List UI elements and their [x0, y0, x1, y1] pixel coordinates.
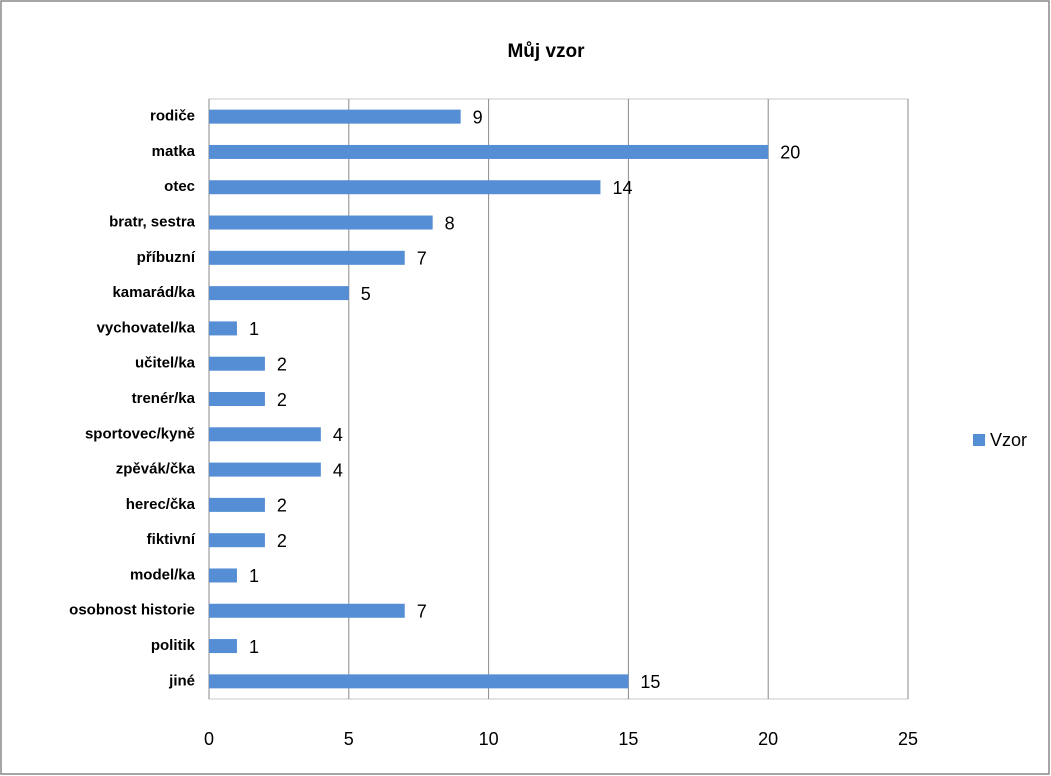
data-label: 9	[473, 107, 483, 127]
bar	[209, 250, 405, 265]
bar	[209, 639, 237, 654]
y-tick-label: sportovec/kyně	[85, 425, 195, 442]
data-label: 2	[277, 531, 287, 551]
bar	[209, 568, 237, 583]
y-tick-label: politik	[151, 637, 196, 654]
y-tick-label: vychovatel/ka	[97, 319, 196, 336]
y-tick-label: fiktivní	[147, 531, 196, 548]
y-tick-label: učitel/ka	[135, 355, 196, 372]
data-label: 2	[277, 390, 287, 410]
bar	[209, 109, 461, 124]
data-label: 20	[780, 143, 800, 163]
data-label: 2	[277, 354, 287, 374]
data-label: 2	[277, 496, 287, 516]
bar	[209, 144, 769, 159]
x-tick-label: 0	[204, 729, 214, 749]
data-label: 14	[612, 178, 632, 198]
data-label: 4	[333, 460, 343, 480]
bar	[209, 427, 321, 442]
plot-area	[208, 98, 909, 700]
y-tick-label: model/ka	[130, 566, 196, 583]
x-tick-label: 20	[758, 729, 778, 749]
chart-title: Můj vzor	[507, 41, 585, 62]
legend-label: Vzor	[990, 430, 1027, 450]
y-tick-label: osobnost historie	[69, 602, 195, 619]
x-tick-label: 15	[618, 729, 638, 749]
y-tick-label: rodiče	[150, 108, 195, 125]
y-tick-label: bratr, sestra	[109, 213, 196, 230]
y-tick-label: kamarád/ka	[112, 284, 195, 301]
x-tick-label: 10	[479, 729, 499, 749]
bar	[209, 356, 265, 371]
data-label: 15	[640, 672, 660, 692]
x-tick-label: 25	[898, 729, 918, 749]
data-label: 8	[445, 213, 455, 233]
data-label: 4	[333, 425, 343, 445]
y-tick-label: matka	[152, 143, 196, 160]
bar	[209, 603, 405, 618]
bar	[209, 321, 237, 336]
y-tick-label: zpěvák/čka	[116, 461, 196, 478]
bar	[209, 286, 349, 301]
y-tick-label: herec/čka	[126, 496, 196, 513]
y-tick-label: trenér/ka	[132, 390, 196, 407]
y-tick-label: příbuzní	[137, 249, 196, 266]
data-label: 1	[249, 566, 259, 586]
y-tick-label: jiné	[168, 672, 195, 689]
data-label: 5	[361, 284, 371, 304]
data-label: 1	[249, 637, 259, 657]
bar	[209, 215, 433, 230]
legend-swatch	[973, 434, 985, 446]
bar	[209, 674, 629, 689]
bar	[209, 180, 601, 195]
bar	[209, 392, 265, 406]
data-label: 7	[417, 602, 427, 622]
x-tick-label: 5	[344, 729, 354, 749]
data-label: 7	[417, 249, 427, 269]
bar	[209, 533, 265, 548]
bar	[209, 497, 265, 512]
y-tick-label: otec	[164, 178, 195, 195]
data-label: 1	[249, 319, 259, 339]
bar	[209, 462, 321, 477]
